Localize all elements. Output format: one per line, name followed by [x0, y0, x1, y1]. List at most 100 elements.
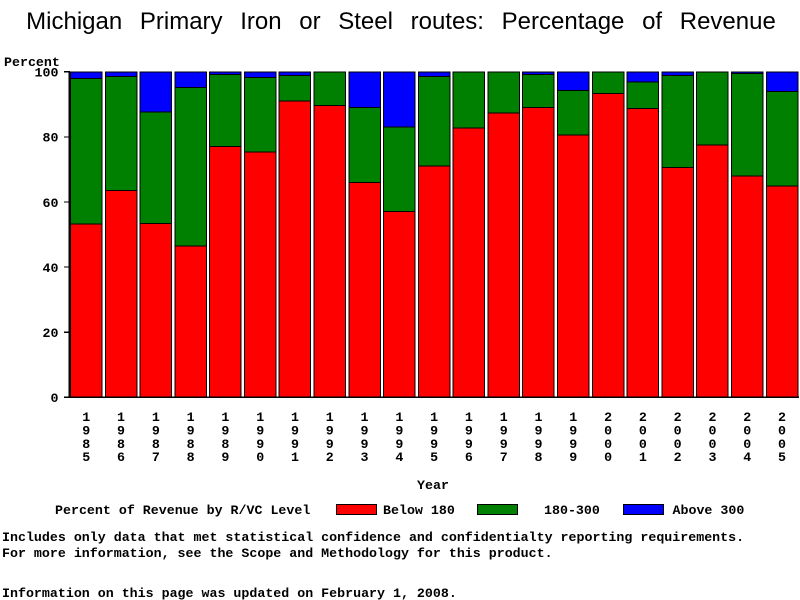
svg-text:9: 9 — [569, 437, 577, 452]
svg-text:1: 1 — [291, 410, 299, 425]
svg-text:9: 9 — [256, 437, 264, 452]
svg-text:0: 0 — [674, 437, 682, 452]
svg-text:9: 9 — [256, 423, 264, 438]
svg-text:1: 1 — [291, 450, 299, 465]
svg-text:9: 9 — [221, 450, 229, 465]
svg-text:20: 20 — [43, 326, 59, 341]
svg-text:Above 300: Above 300 — [673, 503, 745, 518]
svg-text:9: 9 — [326, 423, 334, 438]
svg-text:Michigan Primary Iron or Steel: Michigan Primary Iron or Steel routes: P… — [26, 8, 776, 35]
svg-text:9: 9 — [291, 437, 299, 452]
svg-text:8: 8 — [152, 437, 160, 452]
svg-text:For more information, see the: For more information, see the Scope and … — [2, 546, 553, 561]
svg-text:9: 9 — [500, 437, 508, 452]
svg-text:2: 2 — [743, 410, 751, 425]
svg-text:0: 0 — [708, 437, 716, 452]
svg-text:2: 2 — [674, 450, 682, 465]
svg-text:8: 8 — [534, 450, 542, 465]
svg-text:0: 0 — [708, 423, 716, 438]
svg-text:2: 2 — [326, 450, 334, 465]
svg-text:Below 180: Below 180 — [383, 503, 455, 518]
svg-text:0: 0 — [51, 391, 59, 406]
svg-text:9: 9 — [187, 423, 195, 438]
svg-text:5: 5 — [82, 450, 90, 465]
svg-text:Includes only data that met st: Includes only data that met statistical … — [2, 530, 744, 545]
svg-text:8: 8 — [187, 437, 195, 452]
svg-text:9: 9 — [395, 423, 403, 438]
svg-text:8: 8 — [187, 450, 195, 465]
svg-text:8: 8 — [82, 437, 90, 452]
svg-text:100: 100 — [35, 66, 59, 81]
svg-text:1: 1 — [361, 410, 369, 425]
svg-text:9: 9 — [534, 437, 542, 452]
svg-text:0: 0 — [778, 423, 786, 438]
svg-text:9: 9 — [395, 437, 403, 452]
svg-text:80: 80 — [43, 131, 59, 146]
svg-text:9: 9 — [500, 423, 508, 438]
svg-text:40: 40 — [43, 261, 59, 276]
svg-text:1: 1 — [82, 410, 90, 425]
svg-text:1: 1 — [256, 410, 264, 425]
svg-text:Percent: Percent — [4, 55, 60, 70]
svg-text:9: 9 — [326, 437, 334, 452]
svg-text:9: 9 — [534, 423, 542, 438]
svg-text:1: 1 — [326, 410, 334, 425]
svg-text:0: 0 — [743, 423, 751, 438]
svg-text:1: 1 — [500, 410, 508, 425]
svg-text:9: 9 — [361, 423, 369, 438]
svg-text:4: 4 — [743, 450, 751, 465]
svg-text:0: 0 — [604, 423, 612, 438]
svg-text:1: 1 — [152, 410, 160, 425]
svg-text:60: 60 — [43, 196, 59, 211]
svg-text:9: 9 — [152, 423, 160, 438]
svg-text:5: 5 — [778, 450, 786, 465]
svg-text:0: 0 — [639, 423, 647, 438]
svg-text:2: 2 — [708, 410, 716, 425]
svg-text:9: 9 — [465, 437, 473, 452]
svg-text:0: 0 — [674, 423, 682, 438]
svg-text:6: 6 — [465, 450, 473, 465]
svg-text:5: 5 — [430, 450, 438, 465]
svg-text:180-300: 180-300 — [544, 503, 600, 518]
svg-text:0: 0 — [256, 450, 264, 465]
svg-text:1: 1 — [534, 410, 542, 425]
svg-text:1: 1 — [117, 410, 125, 425]
svg-text:9: 9 — [569, 450, 577, 465]
svg-text:1: 1 — [430, 410, 438, 425]
svg-text:9: 9 — [361, 437, 369, 452]
svg-text:0: 0 — [743, 437, 751, 452]
svg-text:0: 0 — [604, 450, 612, 465]
svg-text:0: 0 — [604, 437, 612, 452]
svg-text:7: 7 — [500, 450, 508, 465]
svg-text:1: 1 — [187, 410, 195, 425]
svg-text:Information on this page was u: Information on this page was updated on … — [2, 586, 457, 600]
svg-text:8: 8 — [117, 437, 125, 452]
svg-text:1: 1 — [221, 410, 229, 425]
svg-text:0: 0 — [639, 437, 647, 452]
svg-text:9: 9 — [430, 423, 438, 438]
svg-text:9: 9 — [569, 423, 577, 438]
svg-text:Year: Year — [417, 478, 449, 493]
svg-text:2: 2 — [604, 410, 612, 425]
svg-text:3: 3 — [361, 450, 369, 465]
svg-text:4: 4 — [395, 450, 403, 465]
svg-text:9: 9 — [82, 423, 90, 438]
svg-text:1: 1 — [639, 450, 647, 465]
svg-text:6: 6 — [117, 450, 125, 465]
svg-text:9: 9 — [117, 423, 125, 438]
svg-text:9: 9 — [221, 423, 229, 438]
svg-text:2: 2 — [778, 410, 786, 425]
svg-text:7: 7 — [152, 450, 160, 465]
svg-text:9: 9 — [430, 437, 438, 452]
svg-text:Percent of Revenue by R/VC Lev: Percent of Revenue by R/VC Level — [55, 503, 310, 518]
svg-text:2: 2 — [639, 410, 647, 425]
svg-text:0: 0 — [778, 437, 786, 452]
svg-text:2: 2 — [674, 410, 682, 425]
svg-text:3: 3 — [708, 450, 716, 465]
svg-text:1: 1 — [465, 410, 473, 425]
svg-text:1: 1 — [395, 410, 403, 425]
svg-text:1: 1 — [569, 410, 577, 425]
svg-text:9: 9 — [465, 423, 473, 438]
svg-text:8: 8 — [221, 437, 229, 452]
svg-text:9: 9 — [291, 423, 299, 438]
